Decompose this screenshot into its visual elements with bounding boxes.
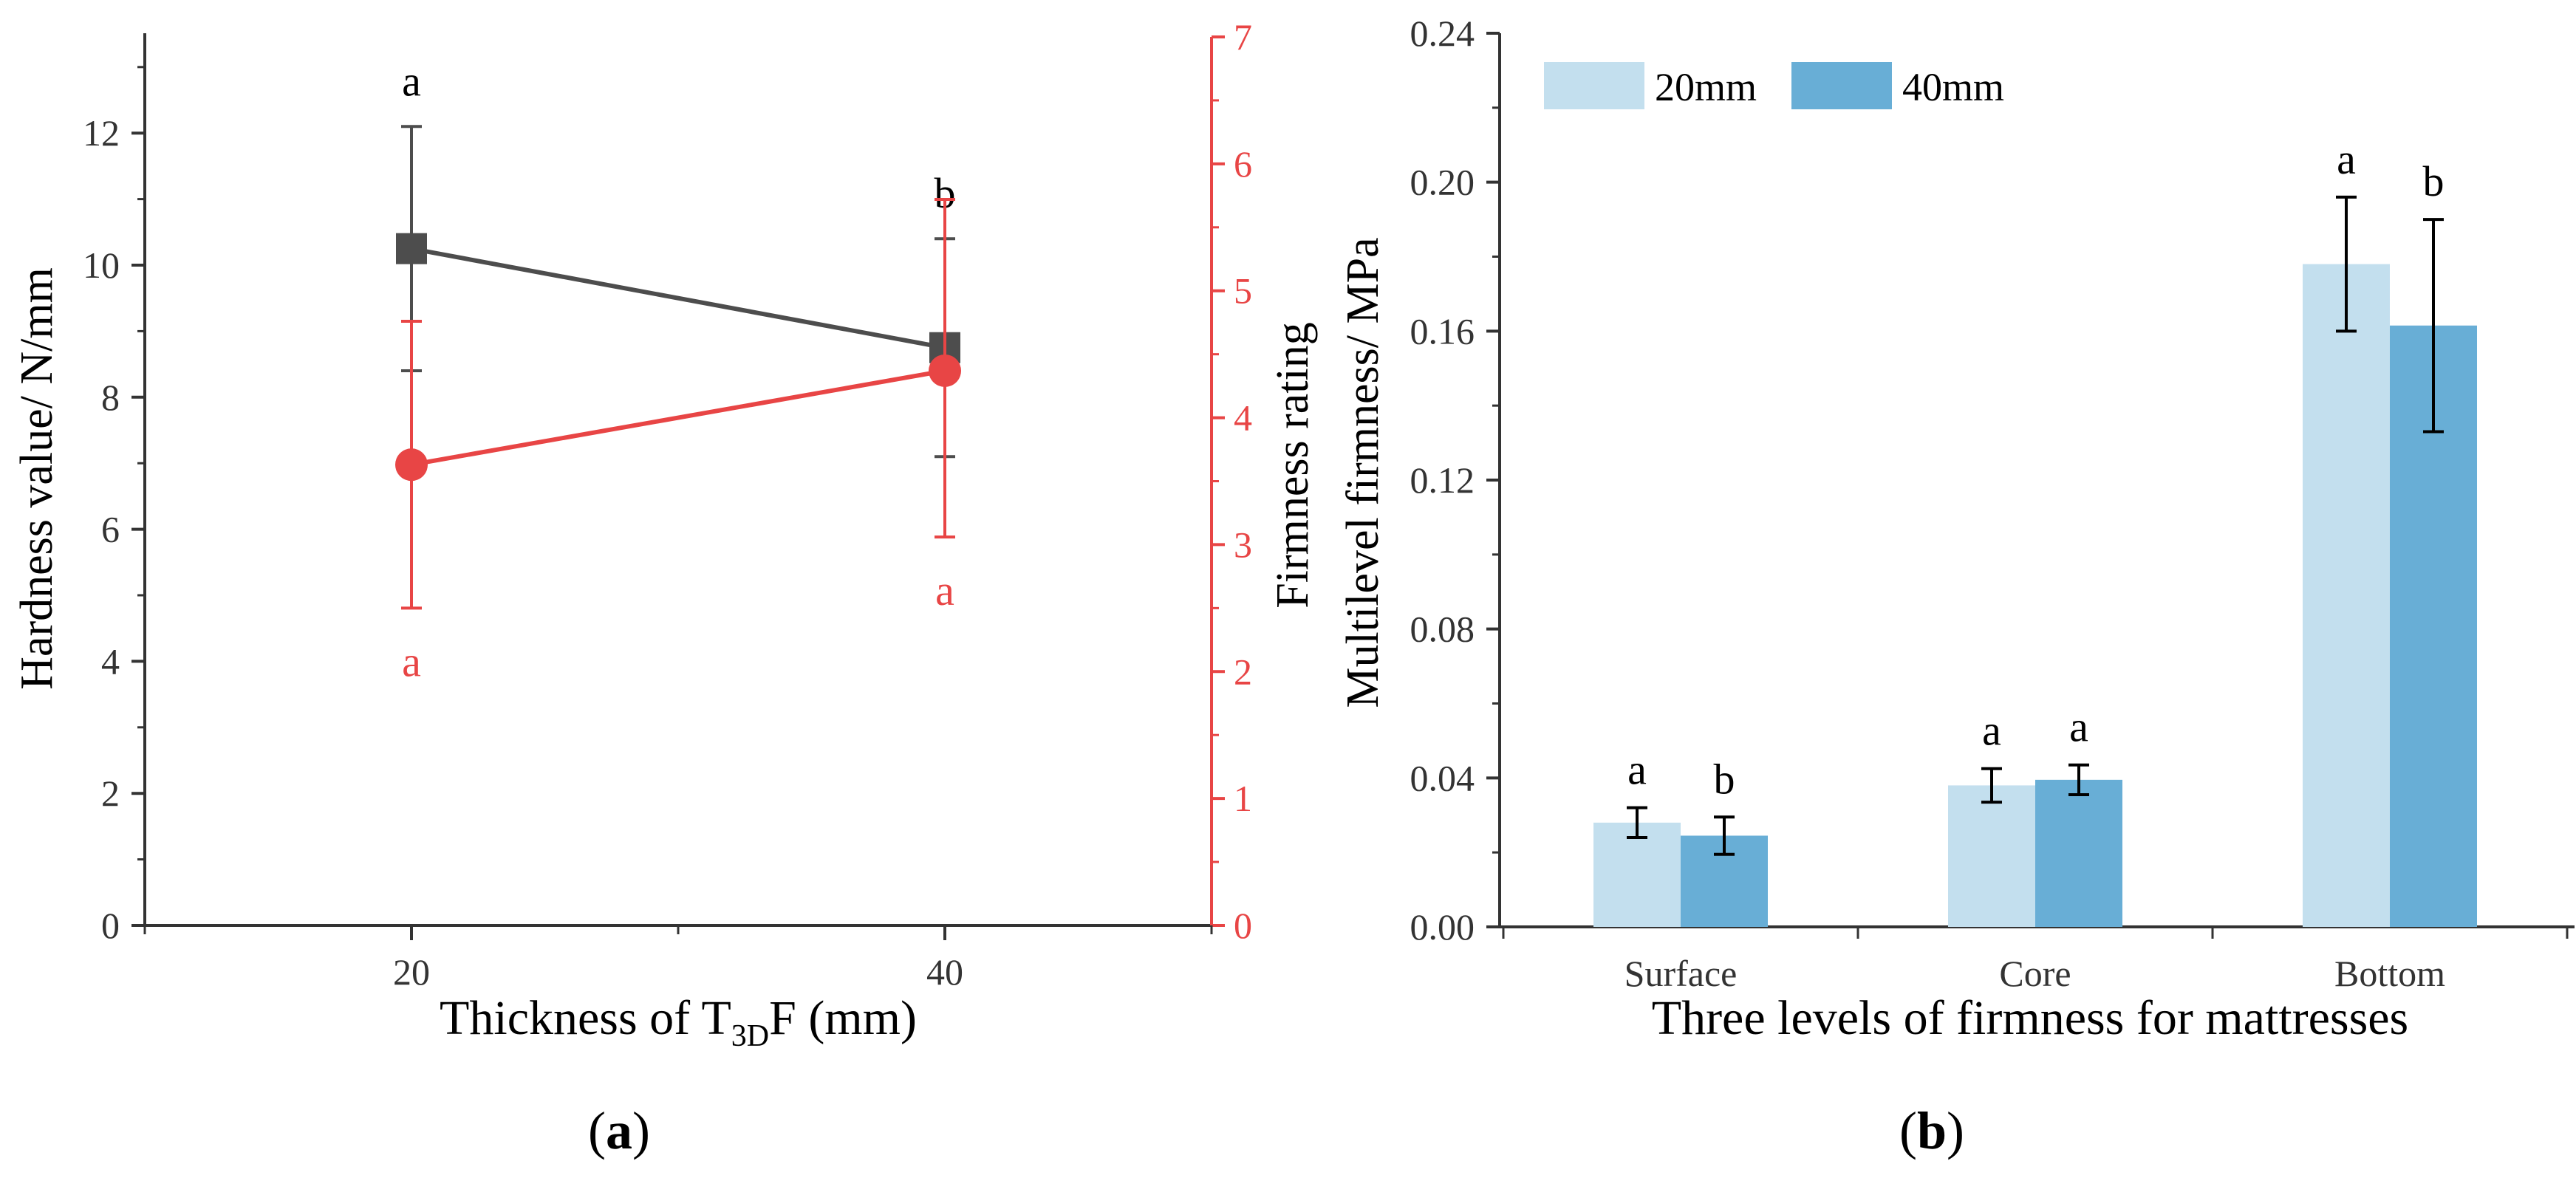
y-tick-label: 0.08 [1410, 609, 1475, 650]
right-y-tick-label: 6 [1234, 143, 1252, 185]
right-y-tick-label: 3 [1234, 524, 1252, 565]
legend-label: 40mm [1902, 65, 2004, 109]
left-y-tick-label: 8 [101, 377, 120, 418]
x-axis-title-rest: F (mm) [769, 991, 917, 1045]
panel-letter: a [606, 1101, 632, 1160]
left-y-tick-label: 0 [101, 905, 120, 946]
x-axis-title: Three levels of firmness for mattresses [1652, 991, 2408, 1045]
right-y-tick-label: 1 [1234, 778, 1252, 819]
y-tick-label: 0.20 [1410, 162, 1475, 203]
significance-letter: a [1627, 746, 1647, 794]
right-y-tick-label: 2 [1234, 651, 1252, 692]
bar-20mm [2303, 264, 2390, 927]
right-y-tick-label: 5 [1234, 270, 1252, 312]
left-y-tick-label: 12 [83, 112, 120, 154]
significance-letter: b [1714, 755, 1735, 803]
significance-letter: a [2337, 135, 2356, 183]
panel-paren-open: ( [588, 1101, 606, 1160]
y-tick-label: 0.00 [1410, 906, 1475, 948]
x-axis-title-subscript: 3D [731, 1019, 769, 1053]
legend-swatch-40mm [1791, 62, 1892, 109]
x-tick-label: Core [1999, 953, 2071, 994]
right-y-axis-title: Firmness rating [1268, 322, 1318, 608]
significance-letter: b [2423, 157, 2445, 205]
y-axis-title: Multilevel firmness/ MPa [1338, 237, 1388, 708]
panel-letter: b [1917, 1101, 1947, 1160]
panel-label-b: (b) [1899, 1101, 1964, 1160]
left-y-tick-label: 10 [83, 244, 120, 286]
x-axis-title-main: Thickness of T [440, 991, 731, 1045]
panel-paren-close: ) [632, 1101, 650, 1160]
significance-letter: a [402, 637, 421, 685]
right-y-tick-label: 0 [1234, 905, 1252, 946]
y-tick-label: 0.24 [1410, 13, 1475, 54]
bar-20mm [1593, 822, 1681, 927]
x-tick-label: 20 [393, 951, 430, 993]
left-y-tick-label: 6 [101, 509, 120, 550]
left-y-tick-label: 4 [101, 640, 120, 682]
x-axis-title: Thickness of T3DF (mm) [440, 991, 917, 1053]
legend-label: 20mm [1655, 65, 1757, 109]
left-y-axis-title: Hardness value/ N/mm [12, 267, 62, 690]
right-y-tick-label: 4 [1234, 397, 1252, 439]
series-line [411, 246, 946, 350]
bar-20mm [1948, 785, 2035, 927]
data-point-circle [929, 354, 961, 387]
x-tick-label: Surface [1624, 953, 1738, 994]
panel-paren-open: ( [1899, 1101, 1917, 1160]
right-y-tick-label: 7 [1234, 16, 1252, 58]
significance-letter: a [935, 566, 954, 614]
y-tick-label: 0.16 [1410, 310, 1475, 352]
left-y-tick-label: 2 [101, 773, 120, 814]
panel-b-bar-chart: 0.00 0.04 0.08 0.12 0.16 0.20 0.24 Surface Core B… [1338, 13, 2575, 1160]
x-tick-label: Bottom [2334, 953, 2445, 994]
significance-letter: a [2069, 703, 2088, 751]
legend: 20mm 40mm [1544, 62, 2004, 109]
y-tick-label: 0.12 [1410, 459, 1475, 501]
significance-letter: a [402, 57, 421, 105]
significance-letter: a [1982, 707, 2001, 755]
bar-40mm [2035, 779, 2122, 927]
data-point-square [396, 233, 427, 264]
panel-label-a: (a) [588, 1101, 650, 1160]
panel-paren-close: ) [1947, 1101, 1964, 1160]
series-line [411, 369, 946, 468]
legend-swatch-20mm [1544, 62, 1644, 109]
x-tick-label: 40 [926, 951, 963, 993]
data-point-circle [395, 448, 428, 482]
y-tick-label: 0.04 [1410, 757, 1475, 798]
